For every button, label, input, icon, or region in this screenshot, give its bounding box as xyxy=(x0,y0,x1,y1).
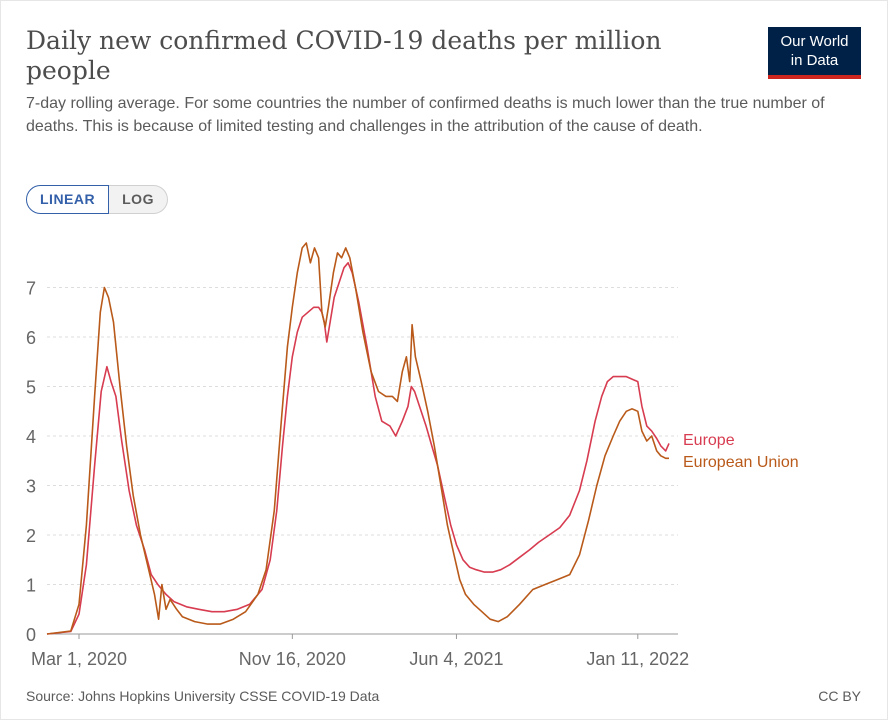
series-line-european-union xyxy=(46,242,669,635)
series-line-europe xyxy=(46,262,670,635)
y-tick-label-7: 7 xyxy=(26,279,36,299)
y-tick-label-5: 5 xyxy=(26,378,36,398)
x-tick-label-3: Jan 11, 2022 xyxy=(586,649,689,669)
y-tick-label-0: 0 xyxy=(26,625,36,645)
chart-title: Daily new confirmed COVID-19 deaths per … xyxy=(26,26,662,85)
y-tick-label-1: 1 xyxy=(26,576,36,596)
chart-subtitle: 7-day rolling average. For some countrie… xyxy=(26,95,825,135)
y-tick-label-2: 2 xyxy=(26,526,36,546)
log-scale-button[interactable]: LOG xyxy=(109,185,168,214)
y-tick-label-4: 4 xyxy=(26,427,36,447)
logo-line-1: Our World xyxy=(780,33,849,50)
scale-toggle: LINEAR LOG xyxy=(26,185,168,214)
y-tick-label-3: 3 xyxy=(26,477,36,497)
logo-line-2: in Data xyxy=(790,52,839,69)
source-note[interactable]: Source: Johns Hopkins University CSSE CO… xyxy=(26,688,380,704)
x-tick-label-2: Jun 4, 2021 xyxy=(409,649,503,669)
x-tick-label-0: Mar 1, 2020 xyxy=(31,649,127,669)
x-tick-label-1: Nov 16, 2020 xyxy=(239,649,346,669)
legend-label-europe: Europe xyxy=(683,432,735,449)
linear-scale-button[interactable]: LINEAR xyxy=(26,185,110,214)
owid-logo[interactable]: Our World in Data xyxy=(768,27,861,79)
license-link[interactable]: CC BY xyxy=(818,688,861,704)
y-tick-label-6: 6 xyxy=(26,328,36,348)
legend-label-european-union: European Union xyxy=(683,454,799,471)
